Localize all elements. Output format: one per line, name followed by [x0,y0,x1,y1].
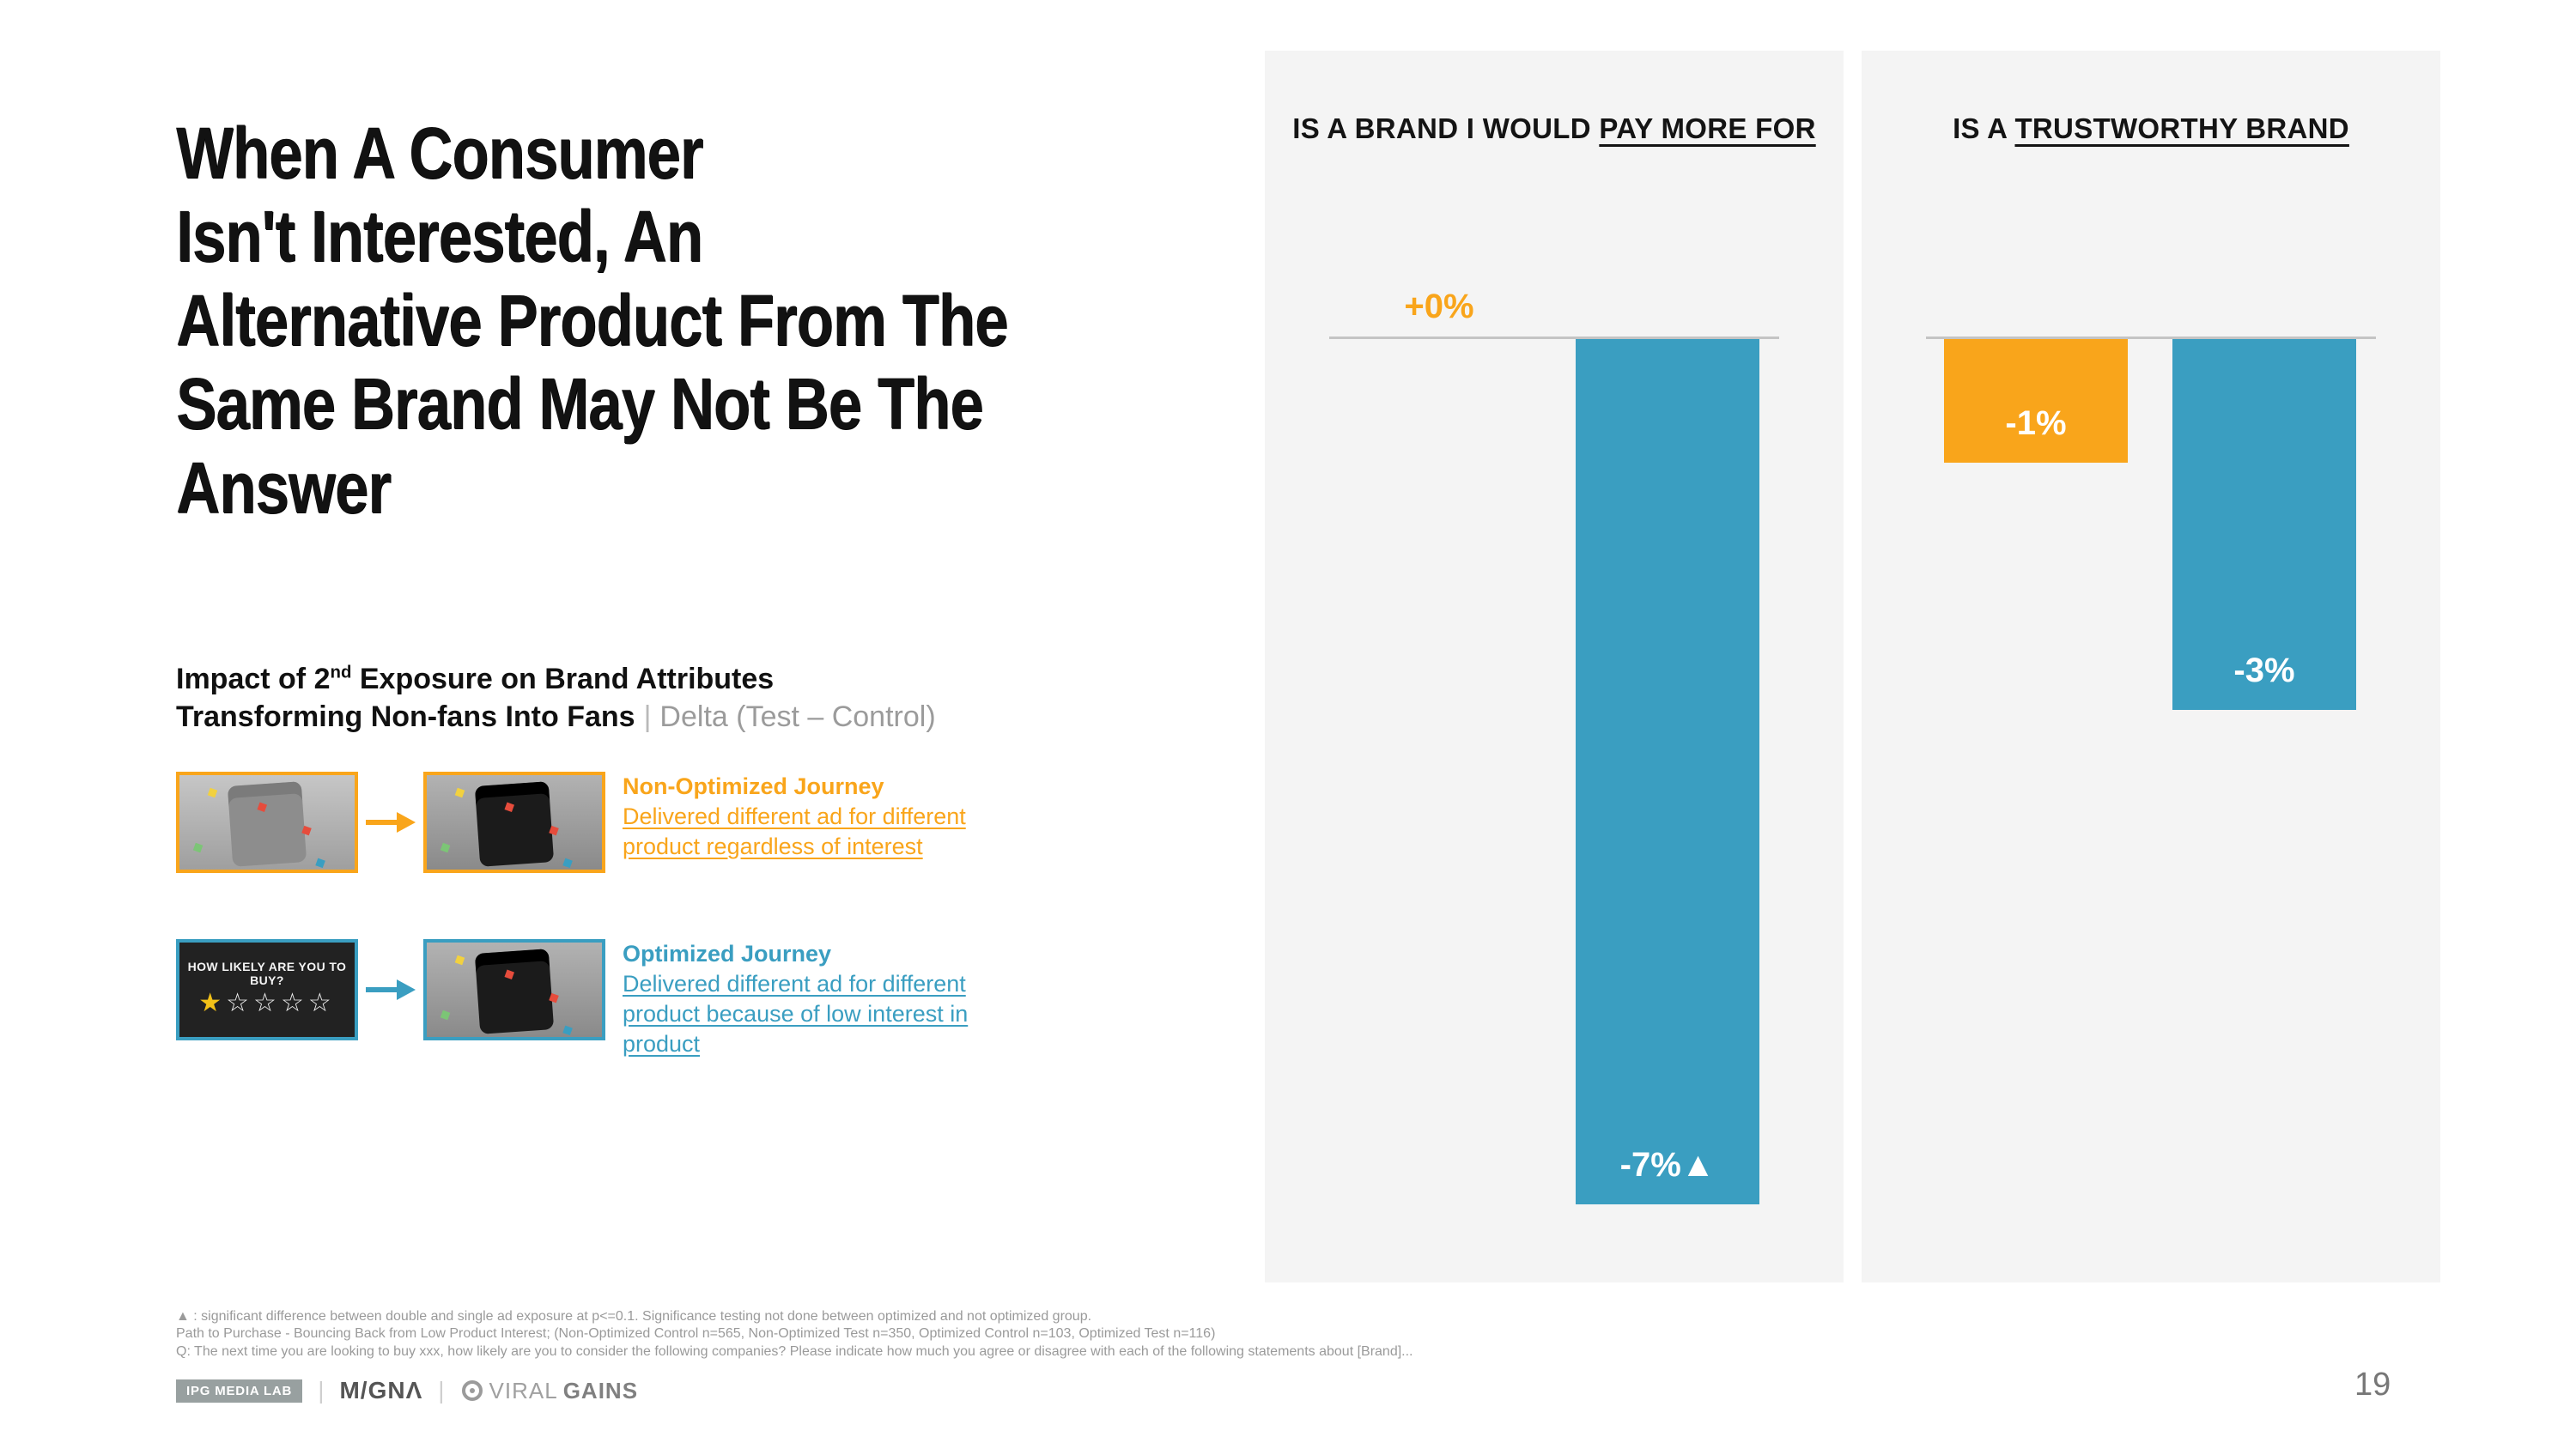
footer-logos: IPG MEDIA LAB | M/GNΛ | VIRAL GAINS [176,1377,638,1404]
product-bag-graphic [474,949,555,1034]
chart-title-underlined: PAY MORE FOR [1599,112,1816,144]
viralgains-icon [461,1380,483,1401]
star-rating: ★☆☆☆☆ [179,991,355,1016]
product-bag-graphic [227,781,307,867]
bar-value-label: +0% [1404,288,1474,325]
journey-description-block: Optimized Journey Delivered different ad… [623,939,1009,1059]
subtitle-separator: | [643,700,652,733]
bar: -3% [2172,339,2356,710]
bar: -7%▲ [1576,339,1759,1204]
magna-logo: M/GNΛ [339,1377,423,1404]
subtitle-gray: Delta (Test – Control) [659,700,936,733]
chart-panel-pay-more-for: IS A BRAND I WOULD PAY MORE FOR +0% -7%▲ [1265,51,1844,1282]
poll-question: HOW LIKELY ARE YOU TO BUY? [187,960,347,987]
zero-baseline [1329,336,1779,339]
subtitle-part2: Exposure on Brand Attributes [351,663,775,695]
footnotes: ▲ : significant difference between doubl… [176,1308,1636,1361]
star-filled-icon: ★ [198,989,227,1017]
journey-optimized: HOW LIKELY ARE YOU TO BUY? ★☆☆☆☆ Optimiz… [176,939,1009,1059]
journey-description-block: Non-Optimized Journey Delivered differen… [623,772,1009,862]
confetti-decoration [207,787,218,798]
chart-panel-trustworthy: IS A TRUSTWORTHY BRAND -1% -3% [1862,51,2440,1282]
journey-description: Delivered different ad for different pro… [623,803,966,860]
footer-separator: | [438,1377,445,1404]
ipg-media-lab-logo: IPG MEDIA LAB [176,1379,303,1403]
subtitle-sup: nd [330,663,352,682]
bar-value-label: -1% [2005,404,2067,442]
zero-baseline [1926,336,2376,339]
chart-title-underlined: TRUSTWORTHY BRAND [2014,112,2349,144]
page-title: When A Consumer Isn't Interested, An Alt… [176,112,1008,528]
chart-title-prefix: IS A [1953,112,2015,144]
ad-thumbnail-product-b [423,772,605,873]
journey-arrow-cell [358,772,423,873]
ad-thumbnail-product-a [176,772,358,873]
subtitle-part1: Impact of 2 [176,663,331,695]
journey-title: Optimized Journey [623,941,832,967]
footnote-line-1: ▲ : significant difference between doubl… [176,1309,1092,1324]
bar-value-label: -3% [2233,652,2295,689]
footer-separator: | [318,1377,325,1404]
star-empty-icons: ☆☆☆☆ [226,989,336,1017]
page-number: 19 [2354,1367,2391,1403]
bar-value-label: -7%▲ [1619,1146,1716,1184]
arrow-right-icon [366,979,416,1000]
chart-title: IS A BRAND I WOULD PAY MORE FOR [1265,112,1844,145]
subtitle-bold: Transforming Non-fans Into Fans [176,700,635,733]
journey-non-optimized: Non-Optimized Journey Delivered differen… [176,772,1009,873]
chart-subtitle: Impact of 2nd Exposure on Brand Attribut… [176,661,1206,736]
chart-title-prefix: IS A BRAND I WOULD [1292,112,1600,144]
journey-description: Delivered different ad for different pro… [623,971,969,1058]
subtitle-line1: Impact of 2nd Exposure on Brand Attribut… [176,661,1206,699]
bar: -1% [1944,339,2128,463]
footnote-line-3: Q: The next time you are looking to buy … [176,1343,1413,1359]
viralgains-text-viral: VIRAL [489,1377,558,1404]
footnote-line-2: Path to Purchase - Bouncing Back from Lo… [176,1326,1216,1342]
chart-title: IS A TRUSTWORTHY BRAND [1862,112,2440,145]
poll-thumbnail: HOW LIKELY ARE YOU TO BUY? ★☆☆☆☆ [176,939,358,1040]
product-bag-graphic [474,781,555,867]
journey-arrow-cell [358,939,423,1040]
confetti-decoration [454,955,465,966]
subtitle-line2: Transforming Non-fans Into Fans | Delta (T… [176,699,1206,737]
arrow-right-icon [366,812,416,833]
viralgains-logo: VIRAL GAINS [460,1378,639,1404]
ad-thumbnail-product-b [423,939,605,1040]
journey-title: Non-Optimized Journey [623,773,884,799]
confetti-decoration [454,787,465,798]
viralgains-text-gains: GAINS [562,1377,639,1404]
